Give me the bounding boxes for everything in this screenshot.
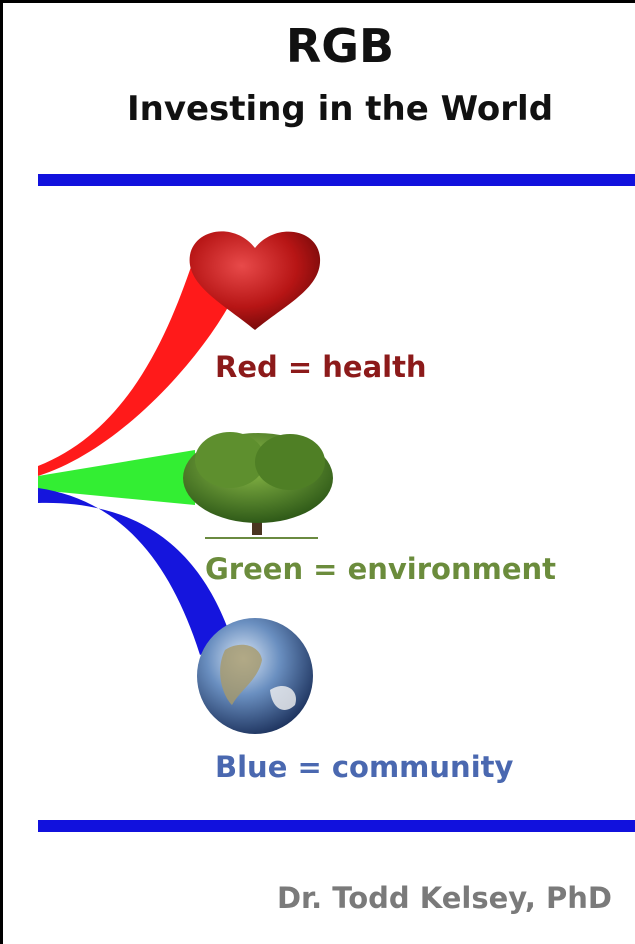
item-label: Green = environment bbox=[205, 552, 556, 586]
divider bbox=[38, 174, 635, 186]
item-label: Blue = community bbox=[215, 750, 513, 784]
item-label: Red = health bbox=[215, 350, 427, 384]
author: Dr. Todd Kelsey, PhD bbox=[277, 881, 612, 915]
globe-icon bbox=[197, 618, 313, 734]
subtitle: Investing in the World bbox=[127, 89, 553, 129]
tree-icon bbox=[183, 432, 333, 538]
blue-ribbon bbox=[38, 488, 232, 655]
book-cover: RGB Investing in the World Red = health … bbox=[0, 0, 635, 944]
divider bbox=[38, 820, 635, 832]
title: RGB bbox=[286, 19, 394, 73]
page: {"cover": { "title": "RGB", "subtitle": … bbox=[0, 0, 635, 944]
